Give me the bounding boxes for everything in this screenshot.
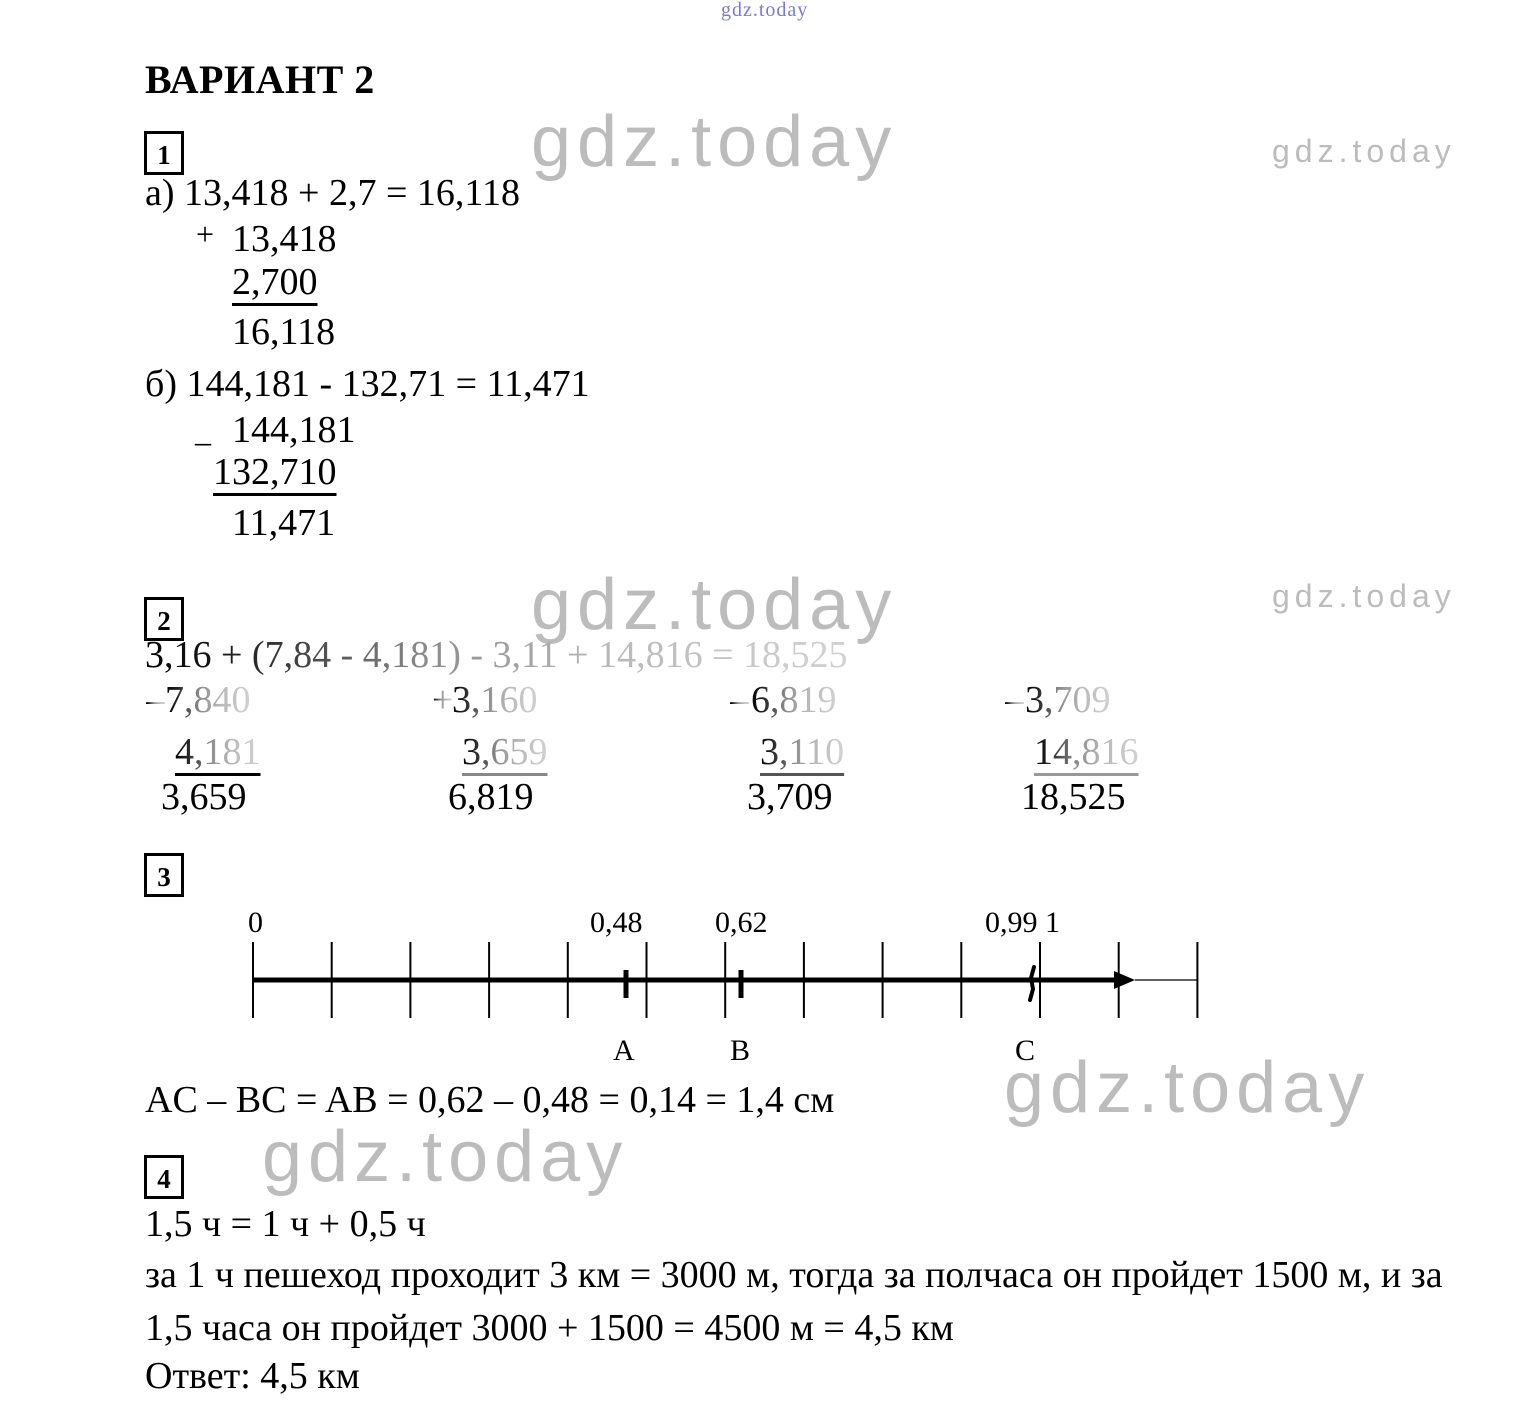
svg-text:0,48: 0,48 <box>590 906 643 939</box>
svg-text:0,62: 0,62 <box>715 906 768 939</box>
svg-text:0: 0 <box>248 906 263 939</box>
svg-text:0,99 1: 0,99 1 <box>985 906 1060 939</box>
svg-text:B: B <box>730 1034 750 1067</box>
svg-text:A: A <box>613 1034 635 1067</box>
